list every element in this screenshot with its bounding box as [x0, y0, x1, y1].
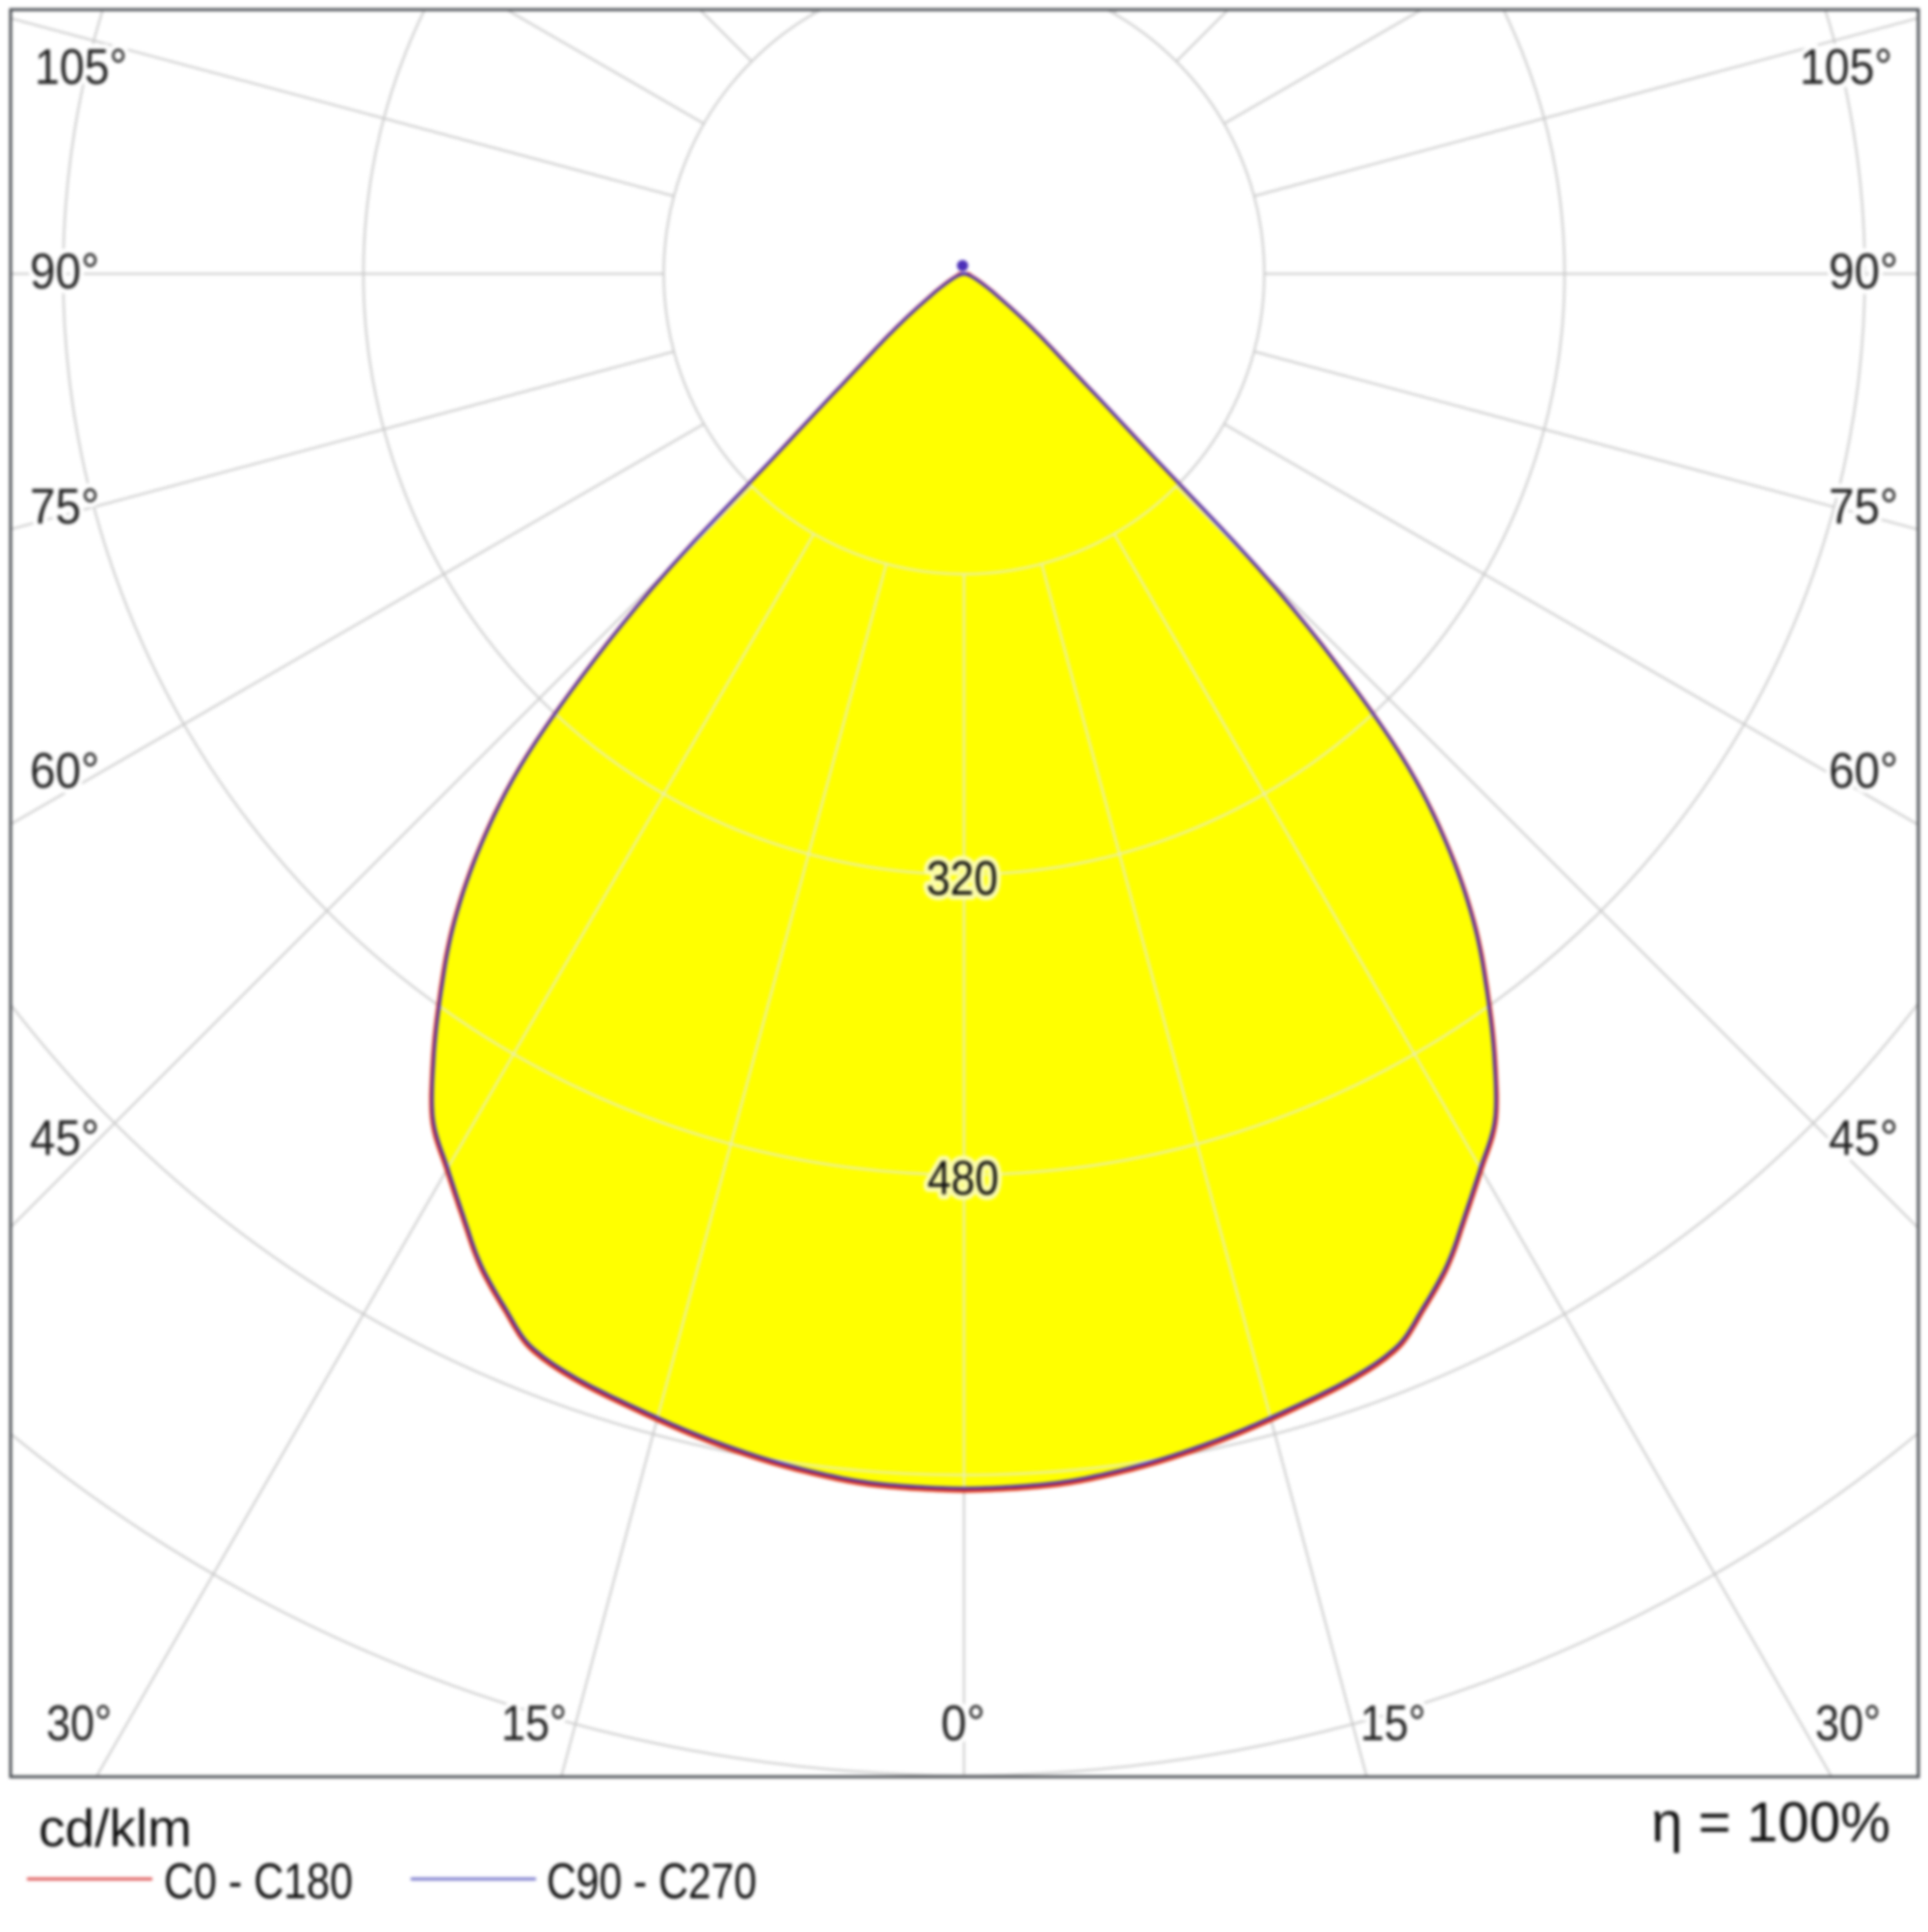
svg-text:15°: 15° — [1360, 1696, 1426, 1752]
svg-text:105°: 105° — [1800, 40, 1892, 95]
svg-text:480: 480 — [927, 1151, 999, 1205]
svg-text:75°: 75° — [1829, 479, 1898, 535]
svg-text:105°: 105° — [35, 40, 127, 95]
svg-text:30°: 30° — [46, 1696, 112, 1752]
svg-text:90°: 90° — [1829, 244, 1898, 300]
svg-text:75°: 75° — [30, 479, 99, 535]
svg-text:C90 - C270: C90 - C270 — [547, 1854, 757, 1910]
svg-text:0°: 0° — [941, 1696, 985, 1752]
svg-text:15°: 15° — [501, 1696, 567, 1752]
svg-text:60°: 60° — [1829, 743, 1898, 799]
svg-text:η = 100%: η = 100% — [1651, 1791, 1890, 1854]
svg-text:45°: 45° — [30, 1111, 99, 1167]
svg-text:C0 - C180: C0 - C180 — [164, 1854, 353, 1910]
svg-text:90°: 90° — [30, 244, 99, 300]
svg-text:320: 320 — [926, 851, 998, 905]
svg-text:45°: 45° — [1829, 1111, 1898, 1167]
svg-text:30°: 30° — [1815, 1696, 1881, 1752]
svg-text:60°: 60° — [30, 743, 99, 799]
svg-text:cd/klm: cd/klm — [39, 1798, 192, 1858]
